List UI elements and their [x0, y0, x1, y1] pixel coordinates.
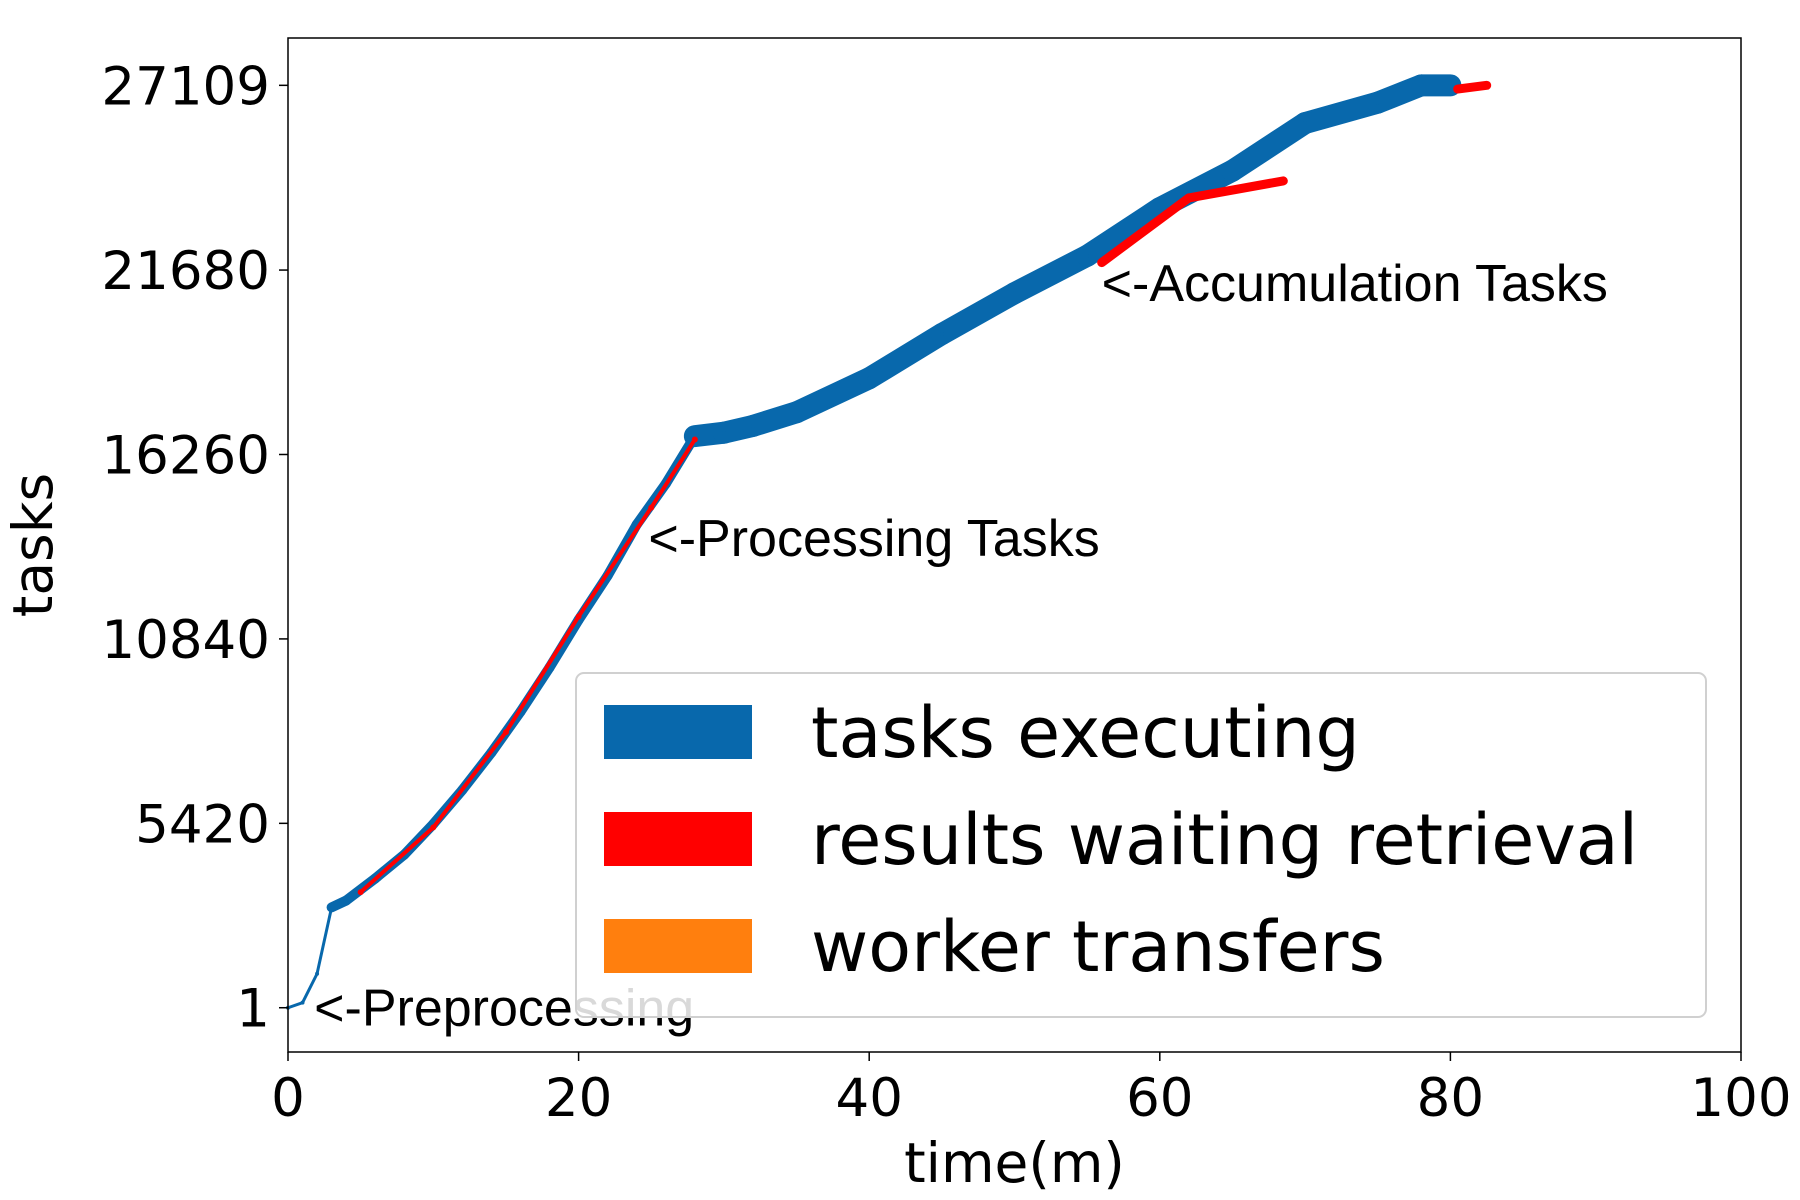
series-1-segment: [1294, 91, 1389, 135]
series-2-point: [648, 504, 655, 511]
series-2-point: [1185, 194, 1192, 201]
series-1-point: [1419, 83, 1424, 88]
legend-label: results waiting retrieval: [811, 799, 1638, 881]
series-1-point: [315, 971, 320, 976]
series-1-segment: [1003, 244, 1099, 305]
series-1-point: [721, 430, 726, 435]
series-1-point: [1230, 168, 1235, 173]
series-2-point: [1098, 259, 1105, 266]
y-axis-title: tasks: [1, 473, 65, 617]
series-1-point: [1012, 291, 1017, 296]
series-2-segment: [1097, 193, 1194, 268]
plot-frame: [287, 37, 1742, 1053]
series-1-segment: [1221, 112, 1317, 182]
series-1-segment: [1076, 197, 1171, 267]
x-tick-label: 20: [545, 1068, 612, 1129]
legend-swatch: [604, 705, 752, 759]
series-2-point: [1483, 82, 1490, 89]
series-1-segment: [858, 323, 953, 390]
series-1-point: [329, 905, 334, 910]
series-1-point: [300, 1000, 305, 1005]
annotation-label: <-Accumulation Tasks: [1102, 255, 1608, 313]
series-1-point: [344, 898, 349, 903]
series-1-segment: [930, 282, 1026, 346]
series-2-segment: [431, 730, 508, 830]
y-tick-label: 10840: [101, 610, 270, 671]
series-2-segment: [576, 505, 654, 619]
series-1-point: [1303, 121, 1308, 126]
series-2-point: [502, 729, 509, 736]
series-1-point: [1448, 83, 1453, 88]
series-1-point: [867, 376, 872, 381]
series-1-segment: [1148, 159, 1244, 220]
series-2-segment: [1453, 80, 1492, 94]
series-2-segment: [503, 614, 581, 735]
x-tick-label: 40: [835, 1068, 902, 1129]
series-1-point: [1085, 253, 1090, 258]
x-axis-title: time(m): [904, 1131, 1125, 1195]
series-1-segment: [785, 367, 881, 424]
y-tick-label: 5420: [135, 794, 270, 855]
y-tick-label: 1: [236, 979, 270, 1040]
series-1-point: [939, 332, 944, 337]
y-tick-label: 16260: [101, 425, 270, 486]
legend: tasks executing results waiting retrieval…: [575, 672, 1707, 1018]
series-2-point: [691, 436, 698, 443]
series-1-segment: [286, 1001, 305, 1010]
y-tick-label: 27109: [101, 56, 270, 117]
annotation-label: <-Processing Tasks: [648, 510, 1099, 568]
y-tick-label: 21680: [101, 241, 270, 302]
legend-swatch: [604, 812, 752, 866]
series-2-point: [575, 613, 582, 620]
x-tick-label: 80: [1417, 1068, 1484, 1129]
series-1-point: [750, 423, 755, 428]
series-2-segment: [649, 437, 697, 510]
series-2-segment: [358, 825, 436, 895]
x-tick-label: 60: [1126, 1068, 1193, 1129]
series-2-segment: [1184, 176, 1288, 203]
series-2-point: [1280, 177, 1287, 184]
series-1-point: [1157, 206, 1162, 211]
x-tick-label: 100: [1690, 1068, 1791, 1129]
x-axis: 0 20 40 60 80 100: [271, 1052, 1792, 1129]
legend-swatch: [604, 919, 752, 973]
series-2-point: [357, 889, 364, 896]
y-axis: 1 5420 10840 16260 21680 27109: [101, 56, 288, 1040]
series-2: [357, 80, 1492, 896]
series-1-segment: [315, 905, 334, 976]
series-2-point: [1454, 86, 1461, 93]
legend-box: [575, 672, 1707, 1018]
legend-label: worker transfers: [811, 906, 1385, 988]
legend-label: tasks executing: [811, 692, 1360, 774]
series-layer: [286, 74, 1492, 1010]
series-1-segment: [301, 972, 319, 1005]
x-tick-label: 0: [271, 1068, 305, 1129]
series-2-point: [430, 824, 437, 831]
series-1-point: [794, 410, 799, 415]
series-1-point: [1375, 100, 1380, 105]
